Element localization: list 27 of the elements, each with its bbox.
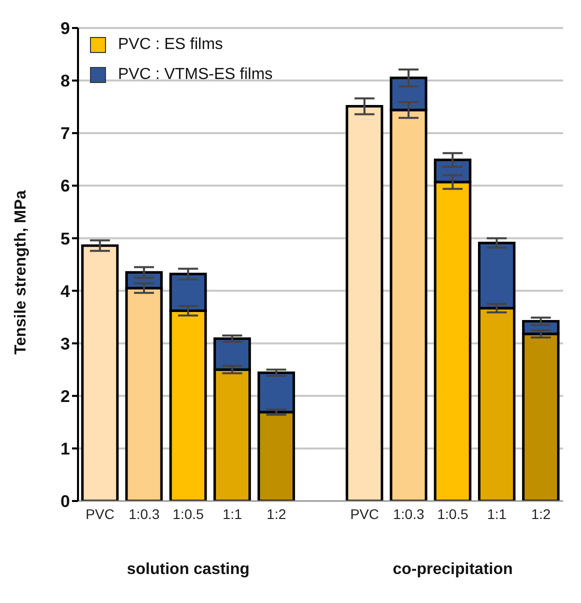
x-tick-label: 1:0.5 xyxy=(437,506,469,522)
y-tick-label: 0 xyxy=(60,492,70,512)
legend-label: PVC : VTMS-ES films xyxy=(118,66,273,84)
y-tick-label: 7 xyxy=(60,124,70,144)
x-tick-label: PVC xyxy=(350,506,379,522)
y-tick-label: 6 xyxy=(60,176,70,196)
text: solution casting xyxy=(126,561,251,579)
text: co-precipitation xyxy=(392,561,514,579)
y-tick-label: 2 xyxy=(60,386,70,406)
y-tick-label: 4 xyxy=(60,282,71,301)
x-tick-label: 1:2 xyxy=(531,506,551,522)
x-tick-label: 1:2 xyxy=(266,506,286,522)
x-tick-label: 1:0.3 xyxy=(393,506,424,522)
y-tick-label: 9 xyxy=(60,19,70,38)
x-tick-label: 1:1 xyxy=(222,506,242,522)
x-tick-label: PVC xyxy=(86,506,114,522)
x-tick-label: 1:0.5 xyxy=(172,506,204,522)
bar xyxy=(346,105,384,501)
y-tick-label: 5 xyxy=(60,229,70,248)
bar xyxy=(81,244,119,501)
legend-label: PVC : ES films xyxy=(118,36,223,54)
y-tick-label: 3 xyxy=(60,334,70,354)
y-axis-title: Tensile strength, MPa xyxy=(12,190,30,354)
x-tick-label: 1:0.3 xyxy=(128,506,160,522)
x-tick-label: 1:1 xyxy=(487,506,507,522)
y-tick-label: 1 xyxy=(60,439,70,458)
y-tick-label: 8 xyxy=(60,72,70,91)
